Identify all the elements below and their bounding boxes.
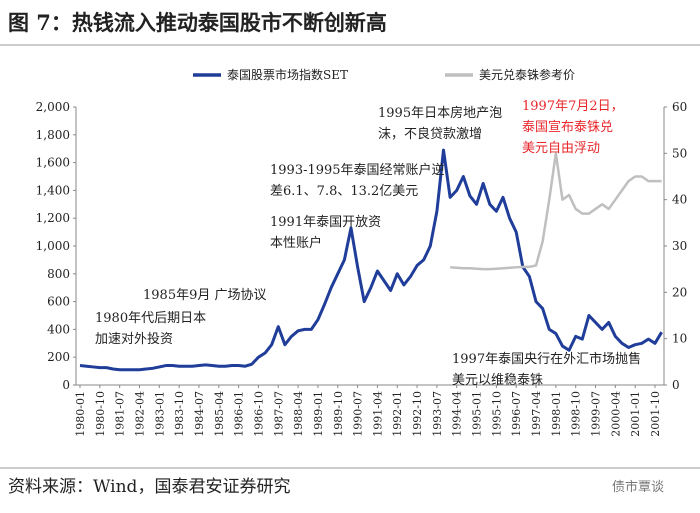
watermark: 债市覃谈 <box>612 479 664 495</box>
series-line <box>79 148 663 372</box>
x-tick-label: 1985-04 <box>213 391 226 437</box>
y-tick-label: 0 <box>62 378 70 392</box>
x-tick-label: 1984-07 <box>193 391 206 437</box>
y-tick-label: 1,600 <box>36 156 70 170</box>
y-tick-label: 800 <box>47 267 70 281</box>
x-tick-label: 1980-01 <box>74 391 87 437</box>
y-tick-label: 400 <box>47 322 70 336</box>
annotation: 本性账户 <box>270 235 322 251</box>
x-tick-label: 1980-10 <box>94 391 107 437</box>
x-tick-label: 1981-07 <box>114 391 127 437</box>
x-tick-label: 1987-07 <box>272 391 285 437</box>
x-tick-label: 1993-07 <box>431 391 444 437</box>
annotation: 加速对外投资 <box>95 331 173 347</box>
x-tick-label: 1994-04 <box>451 391 464 437</box>
annotation: 1991年泰国开放资 <box>270 215 381 230</box>
x-tick-label: 1991-04 <box>371 391 384 437</box>
annotation: 美元自由浮动 <box>522 141 600 156</box>
x-tick-label: 1990-07 <box>352 391 365 437</box>
x-tick-label: 1988-04 <box>292 391 305 437</box>
x-tick-label: 1983-10 <box>173 391 186 437</box>
annotation: 差6.1、7.8、13.2亿美元 <box>270 184 418 199</box>
x-tick-label: 1997-04 <box>530 391 543 437</box>
x-tick-label: 2001-10 <box>649 391 662 437</box>
y-tick-label: 1,800 <box>36 128 70 142</box>
x-tick-label: 1996-07 <box>510 391 523 437</box>
x-tick-label: 1989-01 <box>312 391 325 437</box>
annotation: 1985年9月 广场协议 <box>143 288 267 303</box>
x-tick-label: 1992-01 <box>391 391 404 437</box>
y2-tick-label: 20 <box>672 285 687 299</box>
x-tick-label: 1992-10 <box>411 391 424 437</box>
x-tick-label: 1998-01 <box>550 391 563 437</box>
y2-tick-label: 10 <box>672 332 687 346</box>
x-tick-label: 1986-10 <box>252 391 265 437</box>
y-tick-label: 1,000 <box>36 239 70 253</box>
y2-tick-label: 50 <box>672 146 687 160</box>
x-tick-label: 2001-01 <box>629 391 642 437</box>
annotation: 沫，不良贷款激增 <box>378 126 482 142</box>
y2-tick-label: 0 <box>672 378 680 392</box>
y-tick-label: 1,400 <box>36 183 70 197</box>
y2-tick-label: 40 <box>672 193 687 207</box>
annotation: 1997年7月2日， <box>522 99 624 114</box>
y-tick-label: 1,200 <box>36 211 70 225</box>
x-tick-label: 1986-01 <box>233 391 246 437</box>
annotation: 1993-1995年泰国经常账户逆 <box>270 162 445 178</box>
x-tick-label: 1983-01 <box>153 391 166 437</box>
legend-label: 美元兑泰铢参考价 <box>479 67 575 82</box>
annotation: 1980年代后期日本 <box>95 311 206 326</box>
x-tick-label: 1995-10 <box>490 391 503 437</box>
y2-tick-label: 30 <box>672 239 687 253</box>
legend-label: 泰国股票市场指数SET <box>227 67 348 82</box>
x-tick-label: 1998-10 <box>570 391 583 437</box>
y-tick-label: 600 <box>47 295 70 309</box>
x-tick-label: 2000-04 <box>609 391 622 437</box>
series-line <box>450 152 662 271</box>
annotation: 泰国宣布泰铢兑 <box>522 119 613 135</box>
x-tick-label: 1999-07 <box>590 391 603 437</box>
annotation: 1995年日本房地产泡 <box>378 105 502 121</box>
x-tick-label: 1982-04 <box>133 391 146 437</box>
y2-tick-label: 60 <box>672 100 687 114</box>
y-tick-label: 2,000 <box>36 100 70 114</box>
source: 资料来源：Wind，国泰君安证券研究 <box>8 477 290 497</box>
annotation: 1997年泰国央行在外汇市场抛售 <box>452 351 641 367</box>
annotation: 美元以维稳泰铢 <box>452 372 543 388</box>
x-tick-label: 1995-01 <box>471 391 484 437</box>
chart-title: 图 7：热钱流入推动泰国股市不断创新高 <box>8 10 387 35</box>
x-tick-label: 1989-10 <box>332 391 345 437</box>
y-tick-label: 200 <box>47 350 70 364</box>
